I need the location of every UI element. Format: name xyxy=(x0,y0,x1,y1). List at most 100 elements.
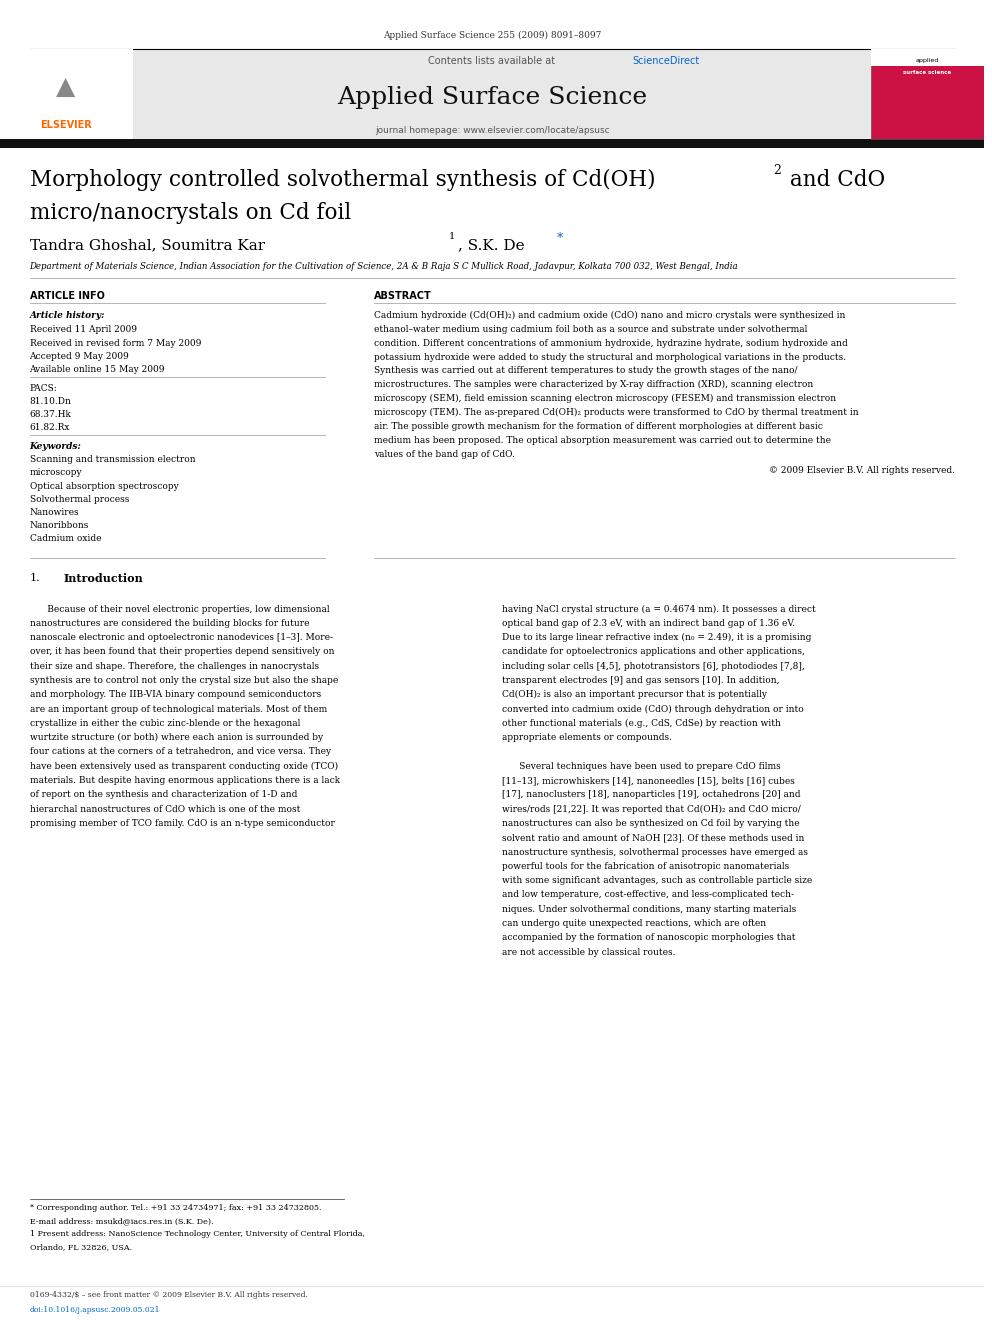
Text: condition. Different concentrations of ammonium hydroxide, hydrazine hydrate, so: condition. Different concentrations of a… xyxy=(374,339,848,348)
Text: Nanowires: Nanowires xyxy=(30,508,79,517)
Text: Contents lists available at: Contents lists available at xyxy=(429,56,558,66)
Text: with some significant advantages, such as controllable particle size: with some significant advantages, such a… xyxy=(502,876,812,885)
Text: wurtzite structure (or both) where each anion is surrounded by: wurtzite structure (or both) where each … xyxy=(30,733,322,742)
Text: 2: 2 xyxy=(774,164,782,177)
Text: transparent electrodes [9] and gas sensors [10]. In addition,: transparent electrodes [9] and gas senso… xyxy=(502,676,780,685)
Text: crystallize in either the cubic zinc-blende or the hexagonal: crystallize in either the cubic zinc-ble… xyxy=(30,718,300,728)
Text: air. The possible growth mechanism for the formation of different morphologies a: air. The possible growth mechanism for t… xyxy=(374,422,822,431)
Text: have been extensively used as transparent conducting oxide (TCO): have been extensively used as transparen… xyxy=(30,762,337,771)
Text: Keywords:: Keywords: xyxy=(30,442,81,451)
Text: microscopy: microscopy xyxy=(30,468,82,478)
Text: Synthesis was carried out at different temperatures to study the growth stages o: Synthesis was carried out at different t… xyxy=(374,366,798,376)
Text: hierarchal nanostructures of CdO which is one of the most: hierarchal nanostructures of CdO which i… xyxy=(30,804,300,814)
Text: and low temperature, cost-effective, and less-complicated tech-: and low temperature, cost-effective, and… xyxy=(502,890,794,900)
Text: optical band gap of 2.3 eV, with an indirect band gap of 1.36 eV.: optical band gap of 2.3 eV, with an indi… xyxy=(502,619,795,628)
Text: ELSEVIER: ELSEVIER xyxy=(40,119,92,130)
Text: having NaCl crystal structure (a = 0.4674 nm). It possesses a direct: having NaCl crystal structure (a = 0.467… xyxy=(502,605,815,614)
Text: values of the band gap of CdO.: values of the band gap of CdO. xyxy=(374,450,515,459)
Bar xyxy=(871,49,984,139)
Text: * Corresponding author. Tel.: +91 33 24734971; fax: +91 33 24732805.: * Corresponding author. Tel.: +91 33 247… xyxy=(30,1204,321,1212)
Text: Scanning and transmission electron: Scanning and transmission electron xyxy=(30,455,195,464)
Text: converted into cadmium oxide (CdO) through dehydration or into: converted into cadmium oxide (CdO) throu… xyxy=(502,705,804,713)
Text: Cadmium hydroxide (Cd(OH)₂) and cadmium oxide (CdO) nano and micro crystals were: Cadmium hydroxide (Cd(OH)₂) and cadmium … xyxy=(374,311,845,320)
Text: PACS:: PACS: xyxy=(30,384,58,393)
Text: and CdO: and CdO xyxy=(784,169,886,192)
Text: micro/nanocrystals on Cd foil: micro/nanocrystals on Cd foil xyxy=(30,202,351,225)
Bar xyxy=(871,49,984,66)
Text: accompanied by the formation of nanoscopic morphologies that: accompanied by the formation of nanoscop… xyxy=(502,933,796,942)
Text: are an important group of technological materials. Most of them: are an important group of technological … xyxy=(30,705,326,713)
Text: applied: applied xyxy=(916,58,938,64)
Text: nanostructure synthesis, solvothermal processes have emerged as: nanostructure synthesis, solvothermal pr… xyxy=(502,848,807,856)
Text: promising member of TCO family. CdO is an n-type semiconductor: promising member of TCO family. CdO is a… xyxy=(30,819,334,828)
Text: 68.37.Hk: 68.37.Hk xyxy=(30,410,71,419)
Text: ScienceDirect: ScienceDirect xyxy=(633,56,700,66)
Text: microscopy (TEM). The as-prepared Cd(OH)₂ products were transformed to CdO by th: microscopy (TEM). The as-prepared Cd(OH)… xyxy=(374,407,858,417)
Text: solvent ratio and amount of NaOH [23]. Of these methods used in: solvent ratio and amount of NaOH [23]. O… xyxy=(502,833,805,843)
Text: journal homepage: www.elsevier.com/locate/apsusc: journal homepage: www.elsevier.com/locat… xyxy=(375,126,609,135)
Text: four cations at the corners of a tetrahedron, and vice versa. They: four cations at the corners of a tetrahe… xyxy=(30,747,330,757)
Text: potassium hydroxide were added to study the structural and morphological variati: potassium hydroxide were added to study … xyxy=(374,352,846,361)
Text: Introduction: Introduction xyxy=(63,573,144,583)
Text: Received 11 April 2009: Received 11 April 2009 xyxy=(30,325,137,335)
Text: E-mail address: msukd@iacs.res.in (S.K. De).: E-mail address: msukd@iacs.res.in (S.K. … xyxy=(30,1217,213,1225)
Text: surface science: surface science xyxy=(903,70,951,75)
Text: synthesis are to control not only the crystal size but also the shape: synthesis are to control not only the cr… xyxy=(30,676,337,685)
Text: their size and shape. Therefore, the challenges in nanocrystals: their size and shape. Therefore, the cha… xyxy=(30,662,318,671)
Text: ▲: ▲ xyxy=(57,75,75,99)
Text: nanoscale electronic and optoelectronic nanodevices [1–3]. More-: nanoscale electronic and optoelectronic … xyxy=(30,634,332,642)
Text: © 2009 Elsevier B.V. All rights reserved.: © 2009 Elsevier B.V. All rights reserved… xyxy=(769,466,954,475)
Text: 0169-4332/$ – see front matter © 2009 Elsevier B.V. All rights reserved.: 0169-4332/$ – see front matter © 2009 El… xyxy=(30,1291,308,1299)
Text: , S.K. De: , S.K. De xyxy=(457,238,524,253)
Text: 1: 1 xyxy=(448,232,455,241)
Text: other functional materials (e.g., CdS, CdSe) by reaction with: other functional materials (e.g., CdS, C… xyxy=(502,718,781,728)
Text: doi:10.1016/j.apsusc.2009.05.021: doi:10.1016/j.apsusc.2009.05.021 xyxy=(30,1306,160,1314)
Text: 61.82.Rx: 61.82.Rx xyxy=(30,423,70,433)
Text: *: * xyxy=(557,232,563,245)
Text: ARTICLE INFO: ARTICLE INFO xyxy=(30,291,104,302)
Text: Tandra Ghoshal, Soumitra Kar: Tandra Ghoshal, Soumitra Kar xyxy=(30,238,265,253)
Text: 81.10.Dn: 81.10.Dn xyxy=(30,397,71,406)
Text: nanostructures are considered the building blocks for future: nanostructures are considered the buildi… xyxy=(30,619,310,628)
Text: [11–13], microwhiskers [14], nanoneedles [15], belts [16] cubes: [11–13], microwhiskers [14], nanoneedles… xyxy=(502,777,795,785)
Text: Several techniques have been used to prepare CdO films: Several techniques have been used to pre… xyxy=(502,762,781,771)
Text: Available online 15 May 2009: Available online 15 May 2009 xyxy=(30,365,165,374)
Text: wires/rods [21,22]. It was reported that Cd(OH)₂ and CdO micro/: wires/rods [21,22]. It was reported that… xyxy=(502,804,801,814)
Text: [17], nanoclusters [18], nanoparticles [19], octahedrons [20] and: [17], nanoclusters [18], nanoparticles [… xyxy=(502,790,801,799)
Text: nanostructures can also be synthesized on Cd foil by varying the: nanostructures can also be synthesized o… xyxy=(502,819,800,828)
Text: 1 Present address: NanoScience Technology Center, University of Central Florida,: 1 Present address: NanoScience Technolog… xyxy=(30,1230,364,1238)
Text: over, it has been found that their properties depend sensitively on: over, it has been found that their prope… xyxy=(30,647,334,656)
Text: microstructures. The samples were characterized by X-ray diffraction (XRD), scan: microstructures. The samples were charac… xyxy=(374,380,813,389)
Bar xyxy=(0,49,133,139)
Text: niques. Under solvothermal conditions, many starting materials: niques. Under solvothermal conditions, m… xyxy=(502,905,797,914)
Text: including solar cells [4,5], phototransistors [6], photodiodes [7,8],: including solar cells [4,5], phototransi… xyxy=(502,662,805,671)
Text: can undergo quite unexpected reactions, which are often: can undergo quite unexpected reactions, … xyxy=(502,919,766,927)
Text: Department of Materials Science, Indian Association for the Cultivation of Scien: Department of Materials Science, Indian … xyxy=(30,262,738,271)
Text: Accepted 9 May 2009: Accepted 9 May 2009 xyxy=(30,352,129,361)
Text: ABSTRACT: ABSTRACT xyxy=(374,291,432,302)
Text: candidate for optoelectronics applications and other applications,: candidate for optoelectronics applicatio… xyxy=(502,647,805,656)
Text: Solvothermal process: Solvothermal process xyxy=(30,495,129,504)
Bar xyxy=(0,49,984,139)
Text: appropriate elements or compounds.: appropriate elements or compounds. xyxy=(502,733,672,742)
Text: Cadmium oxide: Cadmium oxide xyxy=(30,534,101,544)
Text: Cd(OH)₂ is also an important precursor that is potentially: Cd(OH)₂ is also an important precursor t… xyxy=(502,691,767,700)
Text: Received in revised form 7 May 2009: Received in revised form 7 May 2009 xyxy=(30,339,201,348)
Text: ethanol–water medium using cadmium foil both as a source and substrate under sol: ethanol–water medium using cadmium foil … xyxy=(374,324,807,333)
Text: microscopy (SEM), field emission scanning electron microscopy (FESEM) and transm: microscopy (SEM), field emission scannin… xyxy=(374,394,836,404)
Text: 1.: 1. xyxy=(30,573,40,583)
Text: are not accessible by classical routes.: are not accessible by classical routes. xyxy=(502,947,676,957)
Text: powerful tools for the fabrication of anisotropic nanomaterials: powerful tools for the fabrication of an… xyxy=(502,861,789,871)
Text: and morphology. The IIB-VIA binary compound semiconductors: and morphology. The IIB-VIA binary compo… xyxy=(30,691,320,700)
Bar xyxy=(0,139,984,148)
Text: materials. But despite having enormous applications there is a lack: materials. But despite having enormous a… xyxy=(30,777,339,785)
Text: Optical absorption spectroscopy: Optical absorption spectroscopy xyxy=(30,482,179,491)
Text: Nanoribbons: Nanoribbons xyxy=(30,521,89,531)
Text: Orlando, FL 32826, USA.: Orlando, FL 32826, USA. xyxy=(30,1244,132,1252)
Text: Article history:: Article history: xyxy=(30,311,105,320)
Text: of report on the synthesis and characterization of 1-D and: of report on the synthesis and character… xyxy=(30,790,297,799)
Text: Applied Surface Science 255 (2009) 8091–8097: Applied Surface Science 255 (2009) 8091–… xyxy=(383,30,601,40)
Text: Because of their novel electronic properties, low dimensional: Because of their novel electronic proper… xyxy=(30,605,329,614)
Text: Due to its large linear refractive index (n₀ = 2.49), it is a promising: Due to its large linear refractive index… xyxy=(502,634,811,642)
Text: Applied Surface Science: Applied Surface Science xyxy=(337,86,647,108)
